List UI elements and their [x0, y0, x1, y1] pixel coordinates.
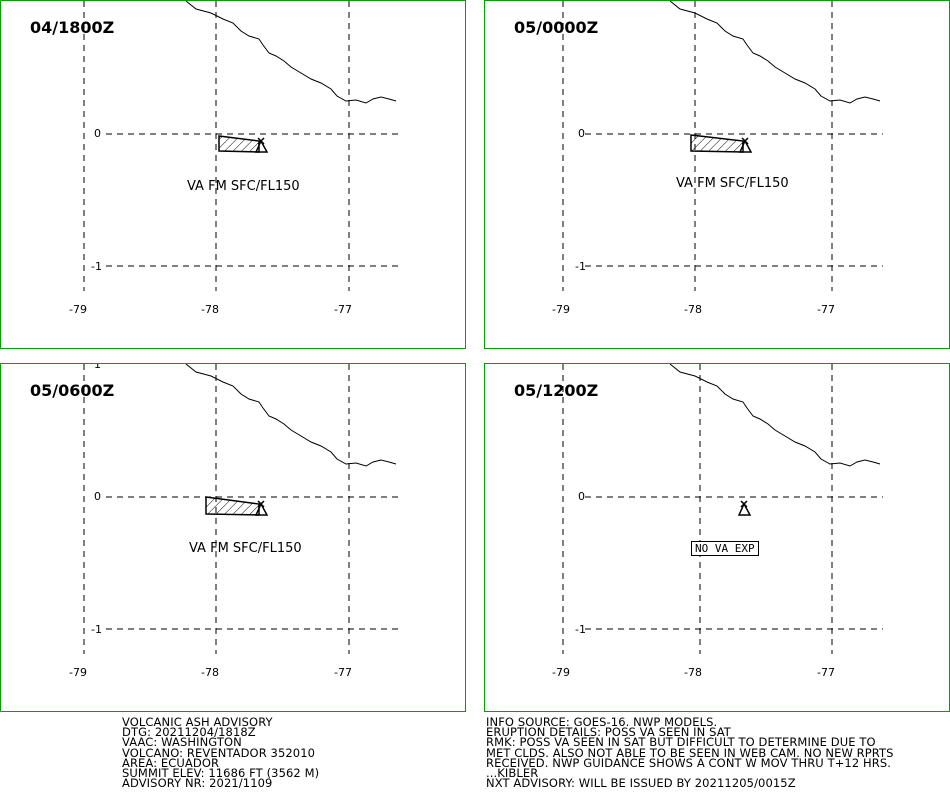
lon-tick-77: -77 [817, 666, 835, 679]
lon-tick-77: -77 [334, 666, 352, 679]
forecast-panel-2: 05/0000Z VA FM SFC/FL150 0 -1 -79 -78 -7… [484, 0, 950, 349]
advisory-line: ADVISORY NR: 2021/1109 [122, 776, 273, 791]
graticule [562, 364, 883, 654]
remark-line: NXT ADVISORY: WILL BE ISSUED BY 20211205… [486, 776, 796, 791]
remark-line: ERUPTION DETAILS: POSS VA SEEN IN SAT [486, 725, 731, 740]
valid-time: 05/1200Z [514, 381, 599, 400]
valid-time: 04/1800Z [30, 18, 115, 37]
lat-tick-1: 1 [94, 363, 101, 371]
ash-area [690, 134, 744, 153]
map-canvas-4 [562, 364, 883, 654]
advisory-line: AREA: ECUADOR [122, 755, 220, 770]
lon-tick-78: -78 [201, 666, 219, 679]
lon-tick-78: -78 [684, 666, 702, 679]
valid-time: 05/0600Z [30, 381, 115, 400]
valid-time: 05/0000Z [514, 18, 599, 37]
no-ash-expected-box: NO VA EXP [691, 541, 759, 556]
ash-area [205, 496, 260, 516]
lon-tick-79: -79 [69, 666, 87, 679]
lat-tick-0: 0 [578, 127, 585, 140]
forecast-panel-3: 05/0600Z VA FM SFC/FL150 1 0 -1 -79 -78 … [0, 363, 466, 712]
lat-tick-0: 0 [578, 490, 585, 503]
advisory-line: VOLCANO: REVENTADOR 352010 [122, 745, 316, 760]
advisory-line: VOLCANIC ASH ADVISORY [122, 715, 273, 729]
advisory-line: DTG: 20211204/1818Z [122, 725, 256, 740]
lon-tick-79: -79 [552, 666, 570, 679]
ash-label: VA FM SFC/FL150 [189, 541, 302, 556]
lon-tick-77: -77 [334, 303, 352, 316]
forecast-panel-1: 04/1800Z VA FM SFC/FL150 0 -1 -79 -78 -7… [0, 0, 466, 349]
lat-tick-0: 0 [94, 127, 101, 140]
ash-label: VA FM SFC/FL150 [187, 179, 300, 194]
advisory-header-block: VOLCANIC ASH ADVISORY DTG: 20211204/1818… [122, 715, 320, 791]
lat-tick-minus1: -1 [575, 260, 586, 273]
lat-tick-minus1: -1 [575, 623, 586, 636]
volcano-icon [254, 137, 269, 153]
map-canvas-2 [562, 1, 883, 291]
lon-tick-79: -79 [552, 303, 570, 316]
coastline [669, 1, 881, 104]
advisory-line: VAAC: WASHINGTON [122, 735, 242, 750]
lon-tick-78: -78 [201, 303, 219, 316]
coastline [185, 1, 397, 104]
map-canvas-3 [83, 364, 399, 654]
lon-tick-78: -78 [684, 303, 702, 316]
map-canvas-1 [83, 1, 399, 291]
lat-tick-minus1: -1 [91, 623, 102, 636]
remark-line: RECEIVED. NWP GUIDANCE SHOWS A CONT W MO… [486, 755, 892, 770]
advisory-line: SUMMIT ELEV: 11686 FT (3562 M) [122, 766, 320, 781]
ash-label: VA FM SFC/FL150 [676, 176, 789, 191]
advisory-remarks-block: INFO SOURCE: GOES-16. NWP MODELS. ERUPTI… [486, 715, 894, 791]
volcano-icon [737, 500, 752, 516]
remark-line: RMK: POSS VA SEEN IN SAT BUT DIFFICULT T… [486, 735, 876, 750]
graticule [83, 1, 399, 291]
coastline [669, 364, 881, 467]
lat-tick-0: 0 [94, 490, 101, 503]
ash-area [218, 135, 260, 153]
lat-tick-minus1: -1 [91, 260, 102, 273]
remark-line: ...KIBLER [486, 766, 539, 781]
lon-tick-77: -77 [817, 303, 835, 316]
coastline [185, 364, 397, 467]
remark-line: INFO SOURCE: GOES-16. NWP MODELS. [486, 715, 718, 729]
lon-tick-79: -79 [69, 303, 87, 316]
remark-line: MET CLDS. ALSO NOT ABLE TO BE SEEN IN WE… [486, 745, 894, 760]
volcano-icon [738, 137, 753, 153]
volcano-icon [254, 500, 269, 516]
forecast-panel-4: 05/1200Z NO VA EXP 0 -1 -79 -78 -77 [484, 363, 950, 712]
